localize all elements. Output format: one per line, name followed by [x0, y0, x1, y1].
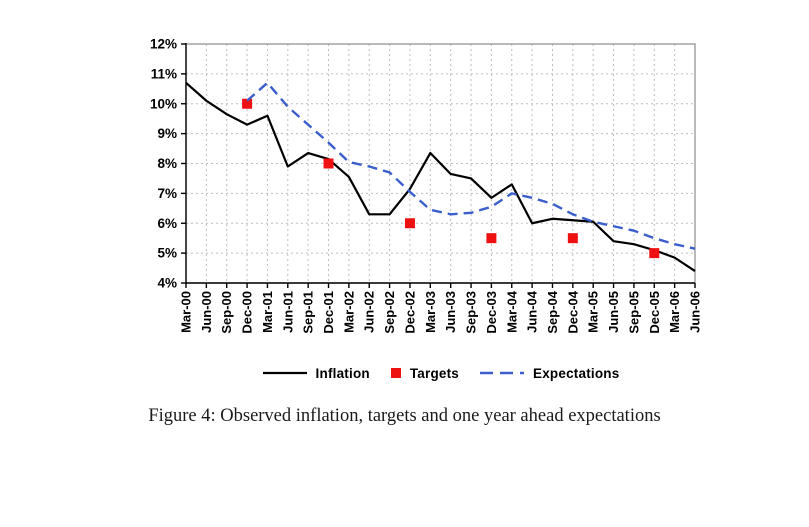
x-tick-label: Dec-02: [402, 291, 417, 334]
y-tick-label: 9%: [157, 126, 177, 141]
x-tick-label: Jun-02: [362, 291, 377, 333]
x-tick-label: Mar-01: [260, 291, 275, 333]
x-tick-label: Dec-03: [484, 291, 499, 334]
inflation-line: [185, 82, 696, 272]
x-tick-label: Mar-02: [341, 291, 356, 333]
legend-item-expectations: Expectations: [479, 366, 619, 381]
x-tick-label: Mar-05: [586, 291, 601, 333]
inflation-chart: 4% 5% 6% 7% 8% 9% 10% 11% 12% Mar-00 Jun-00 Sep-00 D…: [150, 37, 703, 334]
y-tick-label: 8%: [157, 156, 177, 171]
targets-marker: [323, 158, 334, 169]
targets-marker: [567, 233, 578, 244]
figure-caption: Figure 4: Observed inflation, targets an…: [148, 406, 661, 426]
expectations-dash-swatch: [480, 371, 525, 375]
targets-square-icon: [390, 368, 401, 378]
x-tick-label: Sep-01: [301, 291, 316, 334]
y-tick-label: 7%: [157, 186, 177, 201]
y-tick-label: 12%: [150, 37, 177, 52]
x-tick-label: Dec-01: [321, 291, 336, 334]
targets-marker: [404, 218, 415, 229]
x-tick-label: Sep-02: [382, 291, 397, 334]
x-tick-label: Sep-03: [464, 291, 479, 334]
targets-marker: [649, 248, 660, 259]
x-tick-label: Jun-00: [199, 291, 214, 333]
y-tick-label: 11%: [151, 66, 177, 81]
x-tick-label: Mar-04: [504, 290, 519, 333]
inflation-line-swatch: [262, 371, 307, 375]
legend-label-inflation: Inflation: [315, 365, 370, 381]
y-tick-label: 6%: [157, 216, 177, 231]
y-tick-label: 4%: [157, 276, 177, 291]
x-tick-label: Mar-06: [667, 291, 682, 333]
x-tick-label: Jun-04: [525, 290, 540, 333]
x-tick-label: Mar-00: [179, 291, 194, 333]
targets-marker: [242, 98, 253, 109]
x-tick-label: Mar-03: [423, 291, 438, 333]
legend-item-inflation: Inflation: [262, 366, 370, 381]
x-tick-label: Jun-06: [688, 291, 703, 333]
x-tick-label: Sep-04: [545, 290, 560, 333]
x-tick-label: Jun-03: [443, 291, 458, 333]
x-tick-label: Jun-05: [606, 291, 621, 333]
x-tick-label: Jun-01: [280, 291, 295, 333]
legend-label-expectations: Expectations: [533, 365, 620, 381]
x-tick-label: Dec-00: [240, 291, 255, 334]
x-tick-label: Sep-05: [626, 291, 641, 334]
chart-legend: Inflation Targets Expectations: [186, 359, 695, 387]
y-tick-label: 5%: [157, 246, 177, 261]
legend-label-targets: Targets: [409, 365, 460, 381]
y-tick-label: 10%: [150, 96, 177, 111]
targets-marker: [486, 233, 497, 244]
expectations-line: [246, 81, 696, 250]
x-tick-label: Sep-00: [219, 291, 234, 334]
x-tick-label: Dec-04: [565, 290, 580, 333]
x-tick-label: Dec-05: [647, 291, 662, 334]
legend-item-targets: Targets: [390, 366, 459, 381]
